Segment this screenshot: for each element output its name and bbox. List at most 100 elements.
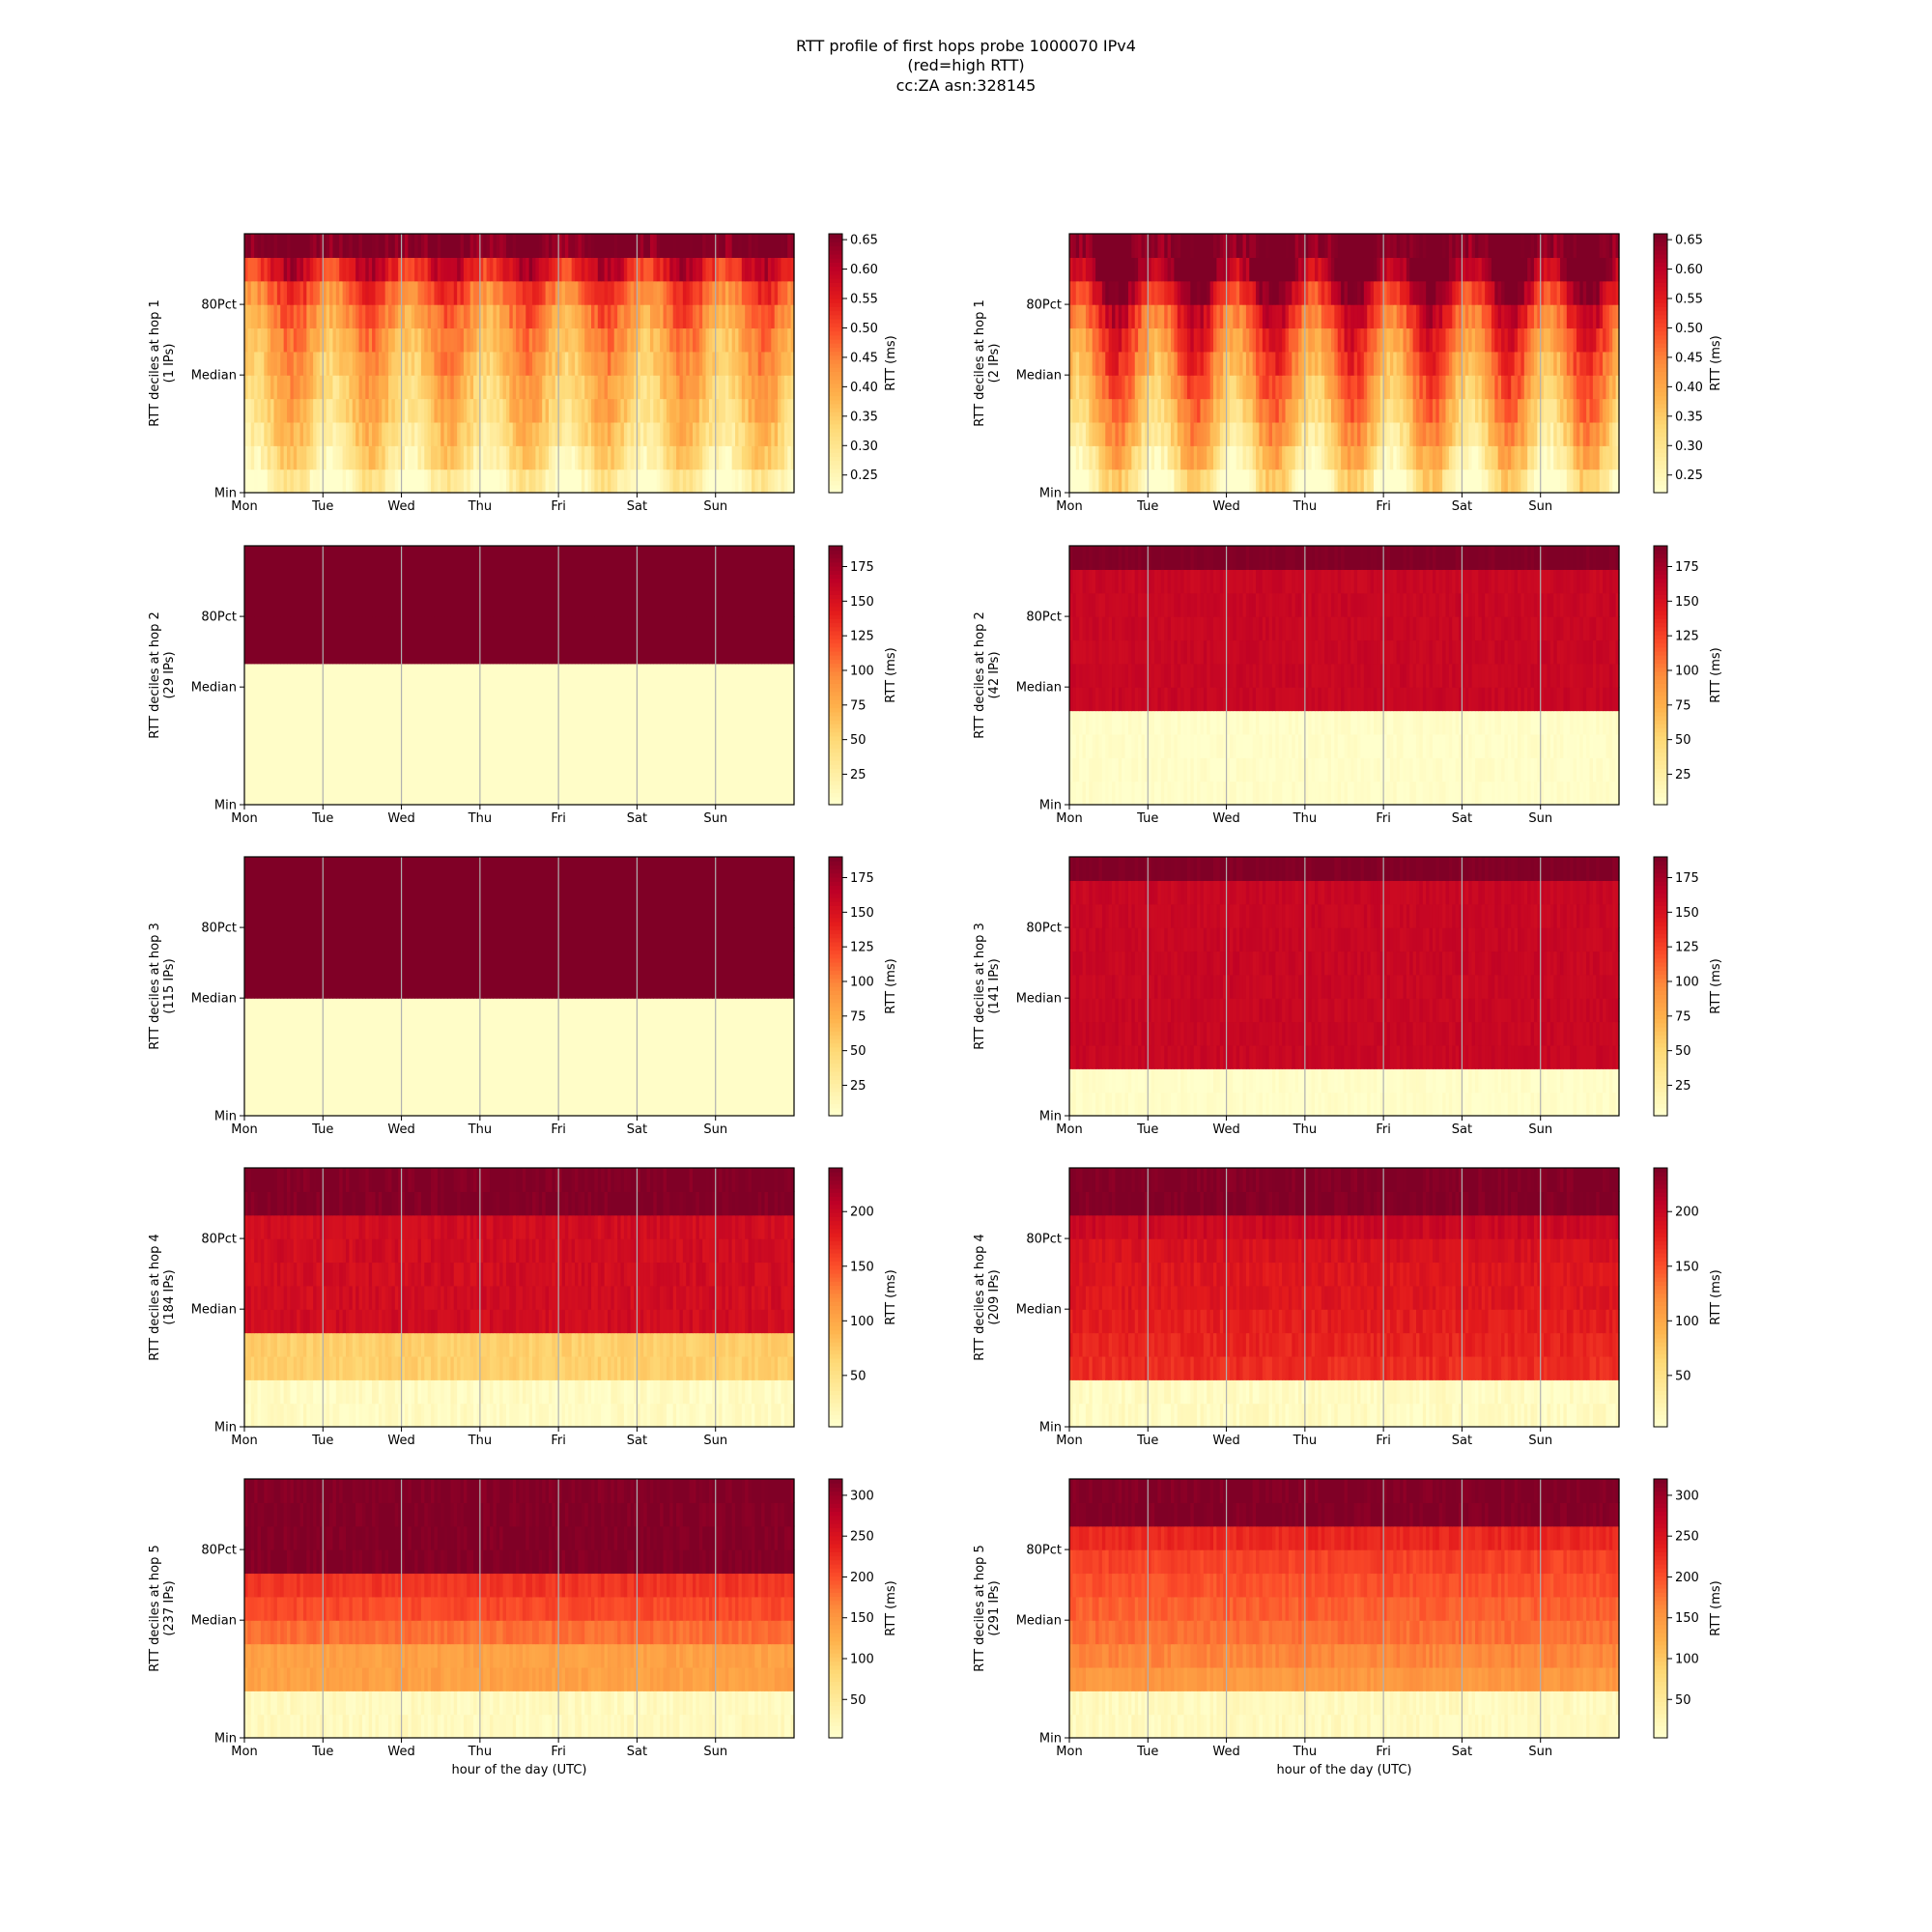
- heatmap-cell: [584, 234, 589, 258]
- heatmap-cell: [244, 398, 248, 423]
- heatmap-cell: [731, 375, 736, 400]
- heatmap-cell: [757, 375, 762, 400]
- heatmap-cell: [666, 421, 670, 446]
- heatmap-cell: [561, 781, 566, 806]
- heatmap-cell: [368, 327, 373, 353]
- heatmap-cell: [698, 421, 703, 446]
- heatmap-cell: [1422, 280, 1427, 305]
- heatmap-cell: [1118, 304, 1122, 329]
- heatmap-cell: [712, 304, 717, 329]
- heatmap-cell: [620, 280, 625, 305]
- heatmap-cell: [1115, 375, 1120, 400]
- heatmap-cell: [754, 257, 759, 282]
- heatmap-cell: [1075, 351, 1080, 376]
- heatmap-cell: [1197, 304, 1202, 329]
- heatmap-cell: [587, 257, 592, 282]
- heatmap-cell: [297, 445, 301, 470]
- heatmap-cell: [660, 280, 665, 305]
- heatmap-cell: [682, 710, 687, 735]
- heatmap-cell: [637, 445, 641, 470]
- heatmap-cell: [656, 257, 661, 282]
- heatmap-cell: [672, 351, 677, 376]
- heatmap-cell: [1501, 234, 1506, 258]
- colorbar-step: [829, 234, 842, 239]
- colorbar-step: [829, 262, 842, 268]
- heatmap-cell: [394, 304, 399, 329]
- heatmap-cell: [708, 351, 713, 376]
- heatmap-cell: [1282, 304, 1287, 329]
- heatmap-cell: [264, 398, 269, 423]
- heatmap-cell: [1377, 375, 1381, 400]
- heatmap-cell: [693, 710, 696, 735]
- heatmap-cell: [1464, 257, 1469, 282]
- colorbar-step: [1654, 387, 1667, 392]
- heatmap-cell: [568, 234, 573, 258]
- heatmap-cell: [660, 445, 665, 470]
- colorbar-step: [829, 338, 842, 344]
- heatmap-cell: [273, 398, 278, 423]
- heatmap-cell: [1603, 375, 1607, 400]
- heatmap-cell: [476, 398, 481, 423]
- colorbar-step: [1654, 367, 1667, 372]
- colorbar-step: [1654, 488, 1667, 494]
- heatmap-cell: [1275, 375, 1280, 400]
- heatmap-cell: [1112, 398, 1117, 423]
- heatmap-cell: [689, 327, 694, 353]
- heatmap-cell: [257, 351, 262, 376]
- heatmap-cell: [715, 234, 720, 258]
- heatmap-cell: [620, 304, 625, 329]
- heatmap-cell: [1268, 469, 1273, 494]
- heatmap-cell: [469, 398, 474, 423]
- heatmap-cell: [1547, 469, 1551, 494]
- heatmap-cell: [1095, 351, 1100, 376]
- heatmap-cell: [1363, 304, 1368, 329]
- heatmap-cell: [1501, 304, 1506, 329]
- heatmap-cell: [1098, 421, 1103, 446]
- heatmap-cell: [1148, 351, 1152, 376]
- heatmap-cell: [666, 351, 670, 376]
- heatmap-cell: [751, 327, 755, 353]
- heatmap-cell: [1560, 445, 1565, 470]
- heatmap-cell: [669, 257, 674, 282]
- heatmap-cell: [502, 398, 507, 423]
- heatmap-cell: [502, 781, 507, 806]
- heatmap-cell: [1464, 421, 1469, 446]
- heatmap-cell: [1615, 398, 1620, 423]
- heatmap-cell: [1292, 398, 1296, 423]
- heatmap-cell: [663, 375, 668, 400]
- heatmap-cell: [1193, 398, 1198, 423]
- heatmap-cell: [1570, 469, 1575, 494]
- heatmap-cell: [1223, 445, 1228, 470]
- heatmap-cell: [1544, 304, 1548, 329]
- heatmap-cell: [453, 327, 458, 353]
- heatmap-cell: [316, 257, 321, 282]
- heatmap-cell: [568, 710, 573, 735]
- heatmap-cell: [1471, 398, 1476, 423]
- heatmap-cell: [1608, 327, 1613, 353]
- heatmap-cell: [446, 327, 451, 353]
- heatmap-cell: [309, 304, 314, 329]
- heatmap-cell: [1464, 398, 1469, 423]
- heatmap-cell: [1350, 421, 1355, 446]
- heatmap-cell: [1350, 327, 1355, 353]
- heatmap-cell: [264, 445, 269, 470]
- heatmap-cell: [1553, 469, 1558, 494]
- heatmap-cell: [611, 757, 615, 782]
- heatmap-cell: [646, 351, 651, 376]
- heatmap-cell: [443, 710, 448, 735]
- heatmap-cell: [771, 421, 776, 446]
- heatmap-cell: [1239, 445, 1244, 470]
- heatmap-cell: [1092, 375, 1096, 400]
- heatmap-cell: [313, 781, 318, 806]
- heatmap-cell: [538, 257, 543, 282]
- y-axis-label: RTT deciles at hop 1: [148, 299, 162, 426]
- heatmap-cell: [1507, 257, 1512, 282]
- heatmap-cell: [561, 327, 566, 353]
- heatmap-cell: [1553, 421, 1558, 446]
- heatmap-cell: [287, 304, 292, 329]
- heatmap-cell: [319, 421, 324, 446]
- heatmap-cell: [490, 234, 495, 258]
- heatmap-cell: [693, 304, 696, 329]
- heatmap-cell: [306, 421, 311, 446]
- heatmap-cell: [313, 469, 318, 494]
